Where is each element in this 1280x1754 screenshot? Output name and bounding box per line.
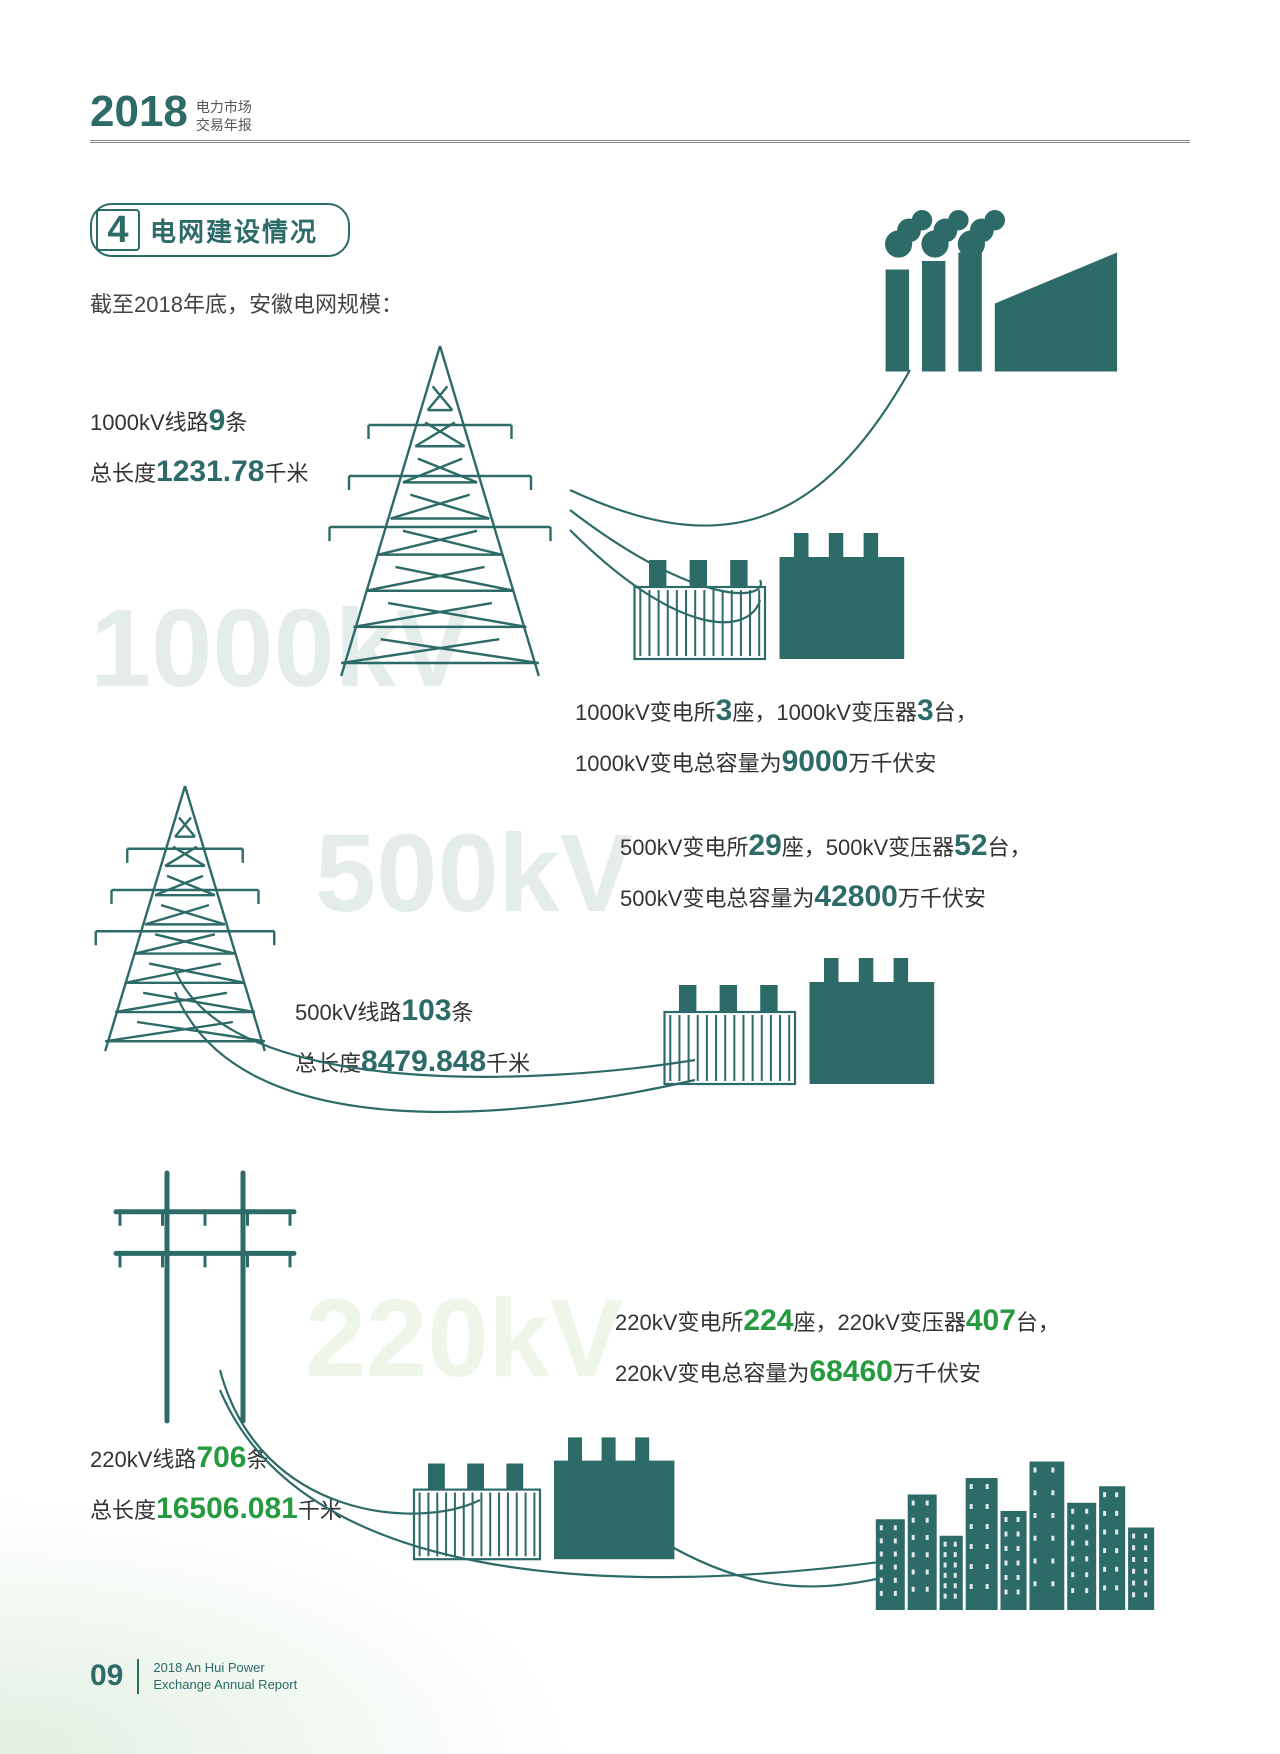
substation-icon <box>650 940 940 1090</box>
transmission-tower-icon <box>80 780 290 1055</box>
utility-pole-icon <box>110 1165 300 1425</box>
city-skyline-icon <box>870 1445 1160 1610</box>
substation-icon <box>400 1420 680 1565</box>
footer-text: 2018 An Hui Power Exchange Annual Report <box>137 1659 297 1694</box>
transmission-tower-icon <box>310 340 570 680</box>
page-footer: 09 2018 An Hui Power Exchange Annual Rep… <box>90 1659 297 1694</box>
page-number: 09 <box>90 1659 123 1693</box>
substation-icon <box>620 515 910 665</box>
factory-icon <box>870 210 1130 380</box>
